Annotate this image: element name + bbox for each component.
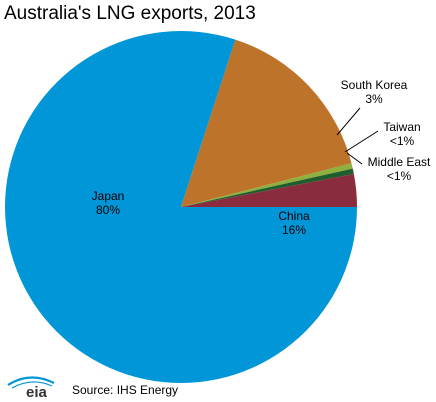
svg-text:eia: eia: [26, 384, 48, 400]
slice-label-china: China 16%: [278, 209, 310, 237]
eia-logo-icon: eia: [7, 376, 55, 400]
chart-title: Australia's LNG exports, 2013: [4, 3, 256, 24]
slice-label-japan: Japan 80%: [92, 189, 125, 217]
leader-line-south-korea: [336, 107, 361, 136]
chart-footer: eia Source: IHS Energy: [4, 374, 304, 400]
pie-slice-middle-east: [181, 163, 353, 207]
slice-label-south-korea: South Korea 3%: [341, 78, 408, 106]
pie-slice-taiwan: [181, 168, 354, 207]
leader-line-middle-east: [346, 152, 363, 165]
pie-slice-south-korea: [181, 174, 357, 207]
slice-label-middle-east: Middle East <1%: [368, 155, 431, 183]
pie-slice-china: [181, 39, 352, 207]
slice-label-taiwan: Taiwan <1%: [383, 120, 420, 148]
leader-line-taiwan: [344, 130, 379, 153]
source-note: Source: IHS Energy: [72, 383, 179, 397]
pie-slice-japan: [5, 30, 357, 383]
